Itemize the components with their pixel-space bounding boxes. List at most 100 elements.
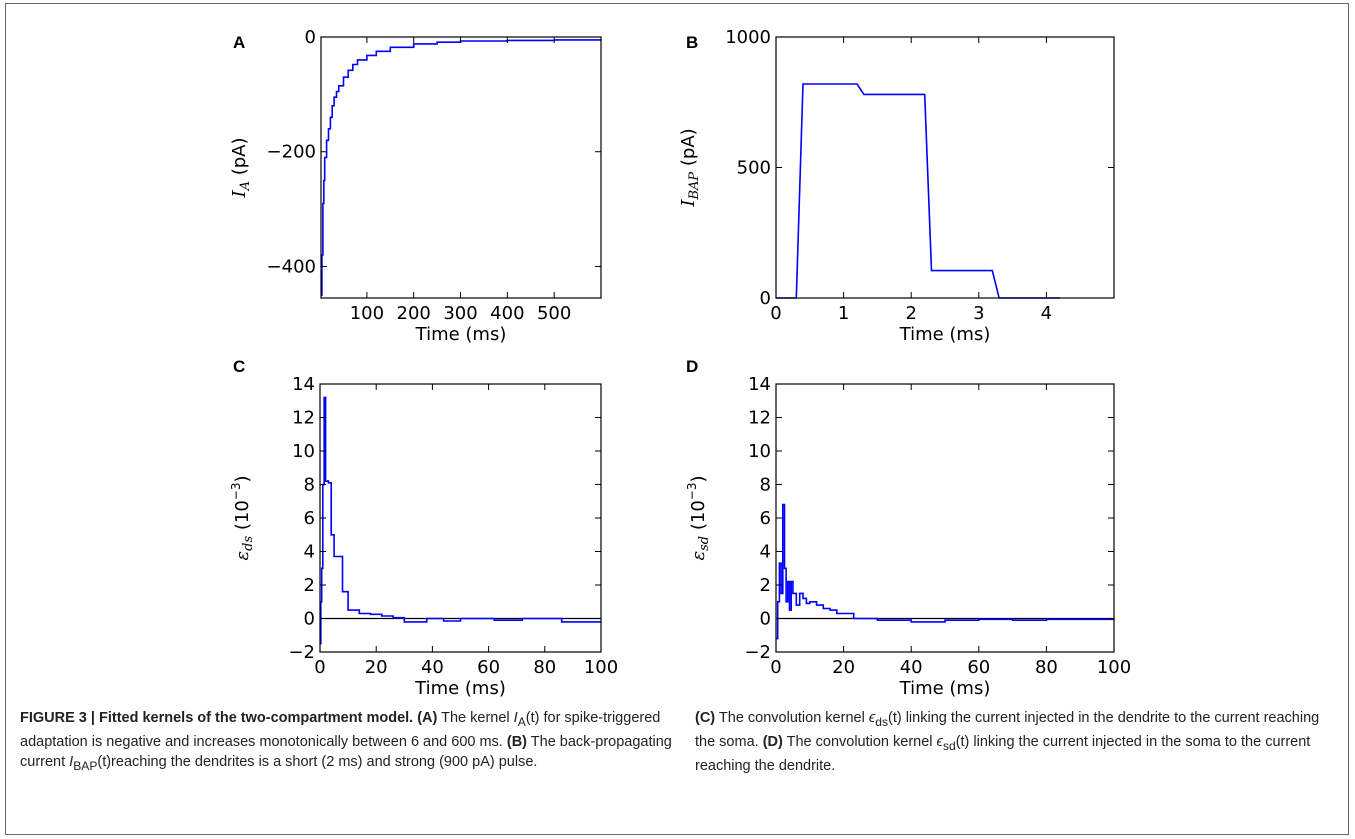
series-line-B <box>776 83 1060 299</box>
caption-c-symbol: ϵ <box>868 710 876 726</box>
y-tick-label-D: 2 <box>760 575 771 596</box>
panel-label-D: D <box>686 357 698 376</box>
figure-title: FIGURE 3 | Fitted kernels of the two-com… <box>20 710 414 726</box>
x-tick-label-C: 80 <box>533 657 556 678</box>
y-tick-label-C: 6 <box>304 508 315 529</box>
x-tick-label-B: 3 <box>973 303 984 324</box>
x-tick-label-C: 0 <box>314 657 325 678</box>
axes-frame-B <box>775 36 1115 299</box>
y-axis-label-A: IA (pA) <box>229 137 253 198</box>
y-tick-label-B: 500 <box>737 158 771 179</box>
panel-label-C: C <box>233 357 245 376</box>
y-axis-label-main-D: ε <box>688 551 709 561</box>
x-tick-label-D: 100 <box>1097 657 1131 678</box>
caption-b-sub: BAP <box>73 758 98 773</box>
caption-b-symbol: I <box>69 753 74 770</box>
y-tick-label-D: 10 <box>748 441 771 462</box>
x-tick-label-A: 400 <box>490 303 524 324</box>
x-tick-label-C: 40 <box>421 657 444 678</box>
x-tick-label-D: 40 <box>900 657 923 678</box>
panel-label-B: B <box>686 33 698 52</box>
caption-c-text: (t) linking the current injected in the … <box>695 710 1320 750</box>
y-tick-label-C: 12 <box>292 408 315 429</box>
y-axis-label-unit-D: (10 <box>688 500 709 536</box>
caption-a-pre: The kernel <box>437 710 514 726</box>
x-tick-label-B: 0 <box>770 303 781 324</box>
caption-b-text: (t)reaching the dendrites is a short (2 … <box>97 753 538 770</box>
series-line-D <box>776 503 1115 640</box>
caption-b-pre: The back-propagating current <box>20 733 672 770</box>
caption-a-symbol: I <box>513 710 518 726</box>
y-tick-label-B: 1000 <box>725 27 771 48</box>
y-tick-label-A: −400 <box>267 256 316 277</box>
y-axis-label-sub-D: sd <box>697 536 712 551</box>
x-axis-label-B: Time (ms) <box>899 324 991 345</box>
figure-frame <box>5 3 1349 835</box>
caption-left: FIGURE 3 | Fitted kernels of the two-com… <box>20 708 680 776</box>
caption-d-pre: The convolution kernel <box>782 733 937 750</box>
x-tick-label-A: 300 <box>443 303 477 324</box>
y-tick-label-D: 6 <box>760 508 771 529</box>
panel-B: B 0 1 2 3 4 0 500 1000 Time (ms) IBAP (pA) <box>678 27 1115 345</box>
y-tick-label-C: 10 <box>292 441 315 462</box>
y-axis-label-main-C: ε <box>232 551 253 561</box>
y-tick-label-C: 8 <box>304 475 315 496</box>
caption-right: (C) The convolution kernel ϵds(t) linkin… <box>695 708 1335 776</box>
y-axis-label-B: IBAP (pA) <box>678 128 702 207</box>
caption-b-label: (B) <box>506 733 528 750</box>
caption-a-sub: A <box>517 714 526 729</box>
caption-d-label: (D) <box>762 733 783 750</box>
x-tick-label-D: 20 <box>832 657 855 678</box>
y-tick-label-C: 2 <box>304 575 315 596</box>
x-tick-label-C: 20 <box>365 657 388 678</box>
y-tick-label-D: −2 <box>744 642 771 663</box>
x-tick-label-D: 60 <box>967 657 990 678</box>
y-tick-label-B: 0 <box>760 288 771 309</box>
series-line-C <box>319 396 601 645</box>
caption-d-symbol: ϵ <box>936 733 943 750</box>
x-tick-label-B: 4 <box>1041 303 1052 324</box>
y-axis-label-unit-C: (10 <box>232 500 253 536</box>
y-axis-label-sub-C: ds <box>241 536 256 551</box>
y-tick-label-D: 8 <box>760 475 771 496</box>
y-tick-label-D: 4 <box>760 542 771 563</box>
y-tick-label-C: 14 <box>292 374 315 395</box>
caption-a-text: (t) for spike-triggered adaptation is ne… <box>20 710 661 750</box>
caption-d-text: (t) linking the current injected in the … <box>695 733 1311 774</box>
y-axis-label-C: εds (10−3) <box>229 475 256 560</box>
x-tick-label-C: 60 <box>477 657 500 678</box>
y-axis-label-close-D: ) <box>688 475 709 482</box>
y-tick-label-A: 0 <box>305 27 316 48</box>
series-line-A <box>321 39 601 296</box>
y-axis-label-close-C: ) <box>232 475 253 482</box>
x-axis-label-A: Time (ms) <box>415 324 507 345</box>
x-tick-label-A: 500 <box>537 303 571 324</box>
y-axis-label-main-A: I <box>229 190 250 199</box>
caption-c-sub: ds <box>875 714 888 729</box>
y-axis-label-sub-A: A <box>238 181 253 191</box>
caption-c-pre: The convolution kernel <box>715 710 869 726</box>
x-axis-label-D: Time (ms) <box>899 678 991 699</box>
y-tick-label-C: −2 <box>288 642 315 663</box>
x-tick-label-D: 80 <box>1035 657 1058 678</box>
y-axis-label-sub-B: BAP <box>687 172 702 201</box>
y-tick-label-A: −200 <box>267 142 316 163</box>
axes-frame-D <box>775 383 1115 653</box>
y-tick-label-D: 12 <box>748 408 771 429</box>
y-axis-label-unit-B: (pA) <box>678 128 699 172</box>
x-axis-label-C: Time (ms) <box>414 678 506 699</box>
y-axis-label-unit-A: (pA) <box>229 137 250 181</box>
y-tick-label-D: 14 <box>748 374 771 395</box>
y-axis-label-D: εsd (10−3) <box>685 475 712 560</box>
x-tick-label-D: 0 <box>770 657 781 678</box>
x-tick-label-B: 1 <box>838 303 849 324</box>
y-tick-label-C: 4 <box>304 542 315 563</box>
x-tick-label-A: 100 <box>350 303 384 324</box>
y-axis-label-main-B: I <box>678 199 699 208</box>
y-tick-label-C: 0 <box>304 609 315 630</box>
caption-c-label: (C) <box>695 710 716 726</box>
